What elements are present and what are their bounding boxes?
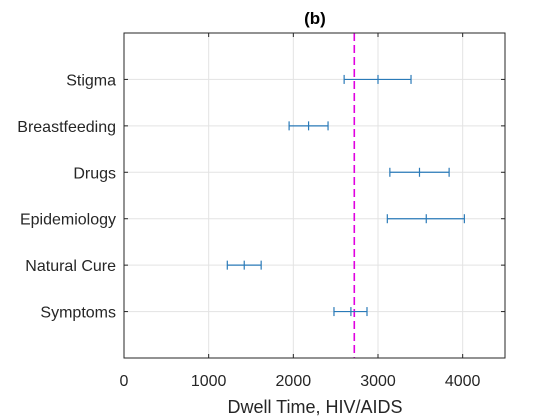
y-category-label: Stigma <box>66 72 116 89</box>
x-tick-label: 1000 <box>191 373 227 390</box>
axes-frame <box>123 32 506 359</box>
x-tick-label: 4000 <box>445 373 481 390</box>
y-category-label: Drugs <box>73 165 116 182</box>
x-tick-label: 3000 <box>360 373 396 390</box>
x-axis-label: Dwell Time, HIV/AIDS <box>227 397 402 417</box>
y-category-label: Symptoms <box>40 305 116 322</box>
chart-title: (b) <box>304 9 326 28</box>
plot-area: 0 1000 2000 3000 4000 Stigma Breastfeeding Drug… <box>17 32 506 390</box>
plot-background <box>124 33 505 358</box>
x-tick-label: 2000 <box>276 373 312 390</box>
x-tick-label: 0 <box>120 373 129 390</box>
y-category-label: Breastfeeding <box>17 119 116 136</box>
y-category-label: Natural Cure <box>25 258 116 275</box>
y-category-label: Epidemiology <box>20 212 116 229</box>
